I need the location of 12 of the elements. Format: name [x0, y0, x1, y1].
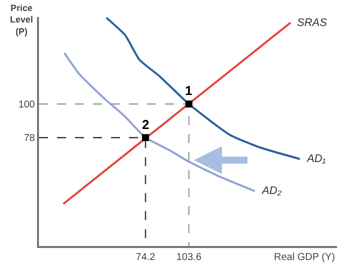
y-axis-title: Price Level (P)	[10, 3, 34, 36]
annotation: 2	[142, 117, 150, 132]
series-label: SRAS	[297, 17, 328, 29]
annotation: 1	[185, 83, 192, 98]
series-label: AD₁	[306, 153, 326, 165]
line-series	[63, 52, 256, 192]
x-axis-title: Real GDP (Y)	[274, 252, 335, 263]
x-tick-label: 103.6	[176, 252, 202, 263]
y-tick-label: 78	[24, 133, 36, 144]
x-tick-label: 74.2	[136, 252, 156, 263]
y-tick-label: 100	[18, 100, 36, 111]
series-label: AD₂	[261, 185, 282, 197]
